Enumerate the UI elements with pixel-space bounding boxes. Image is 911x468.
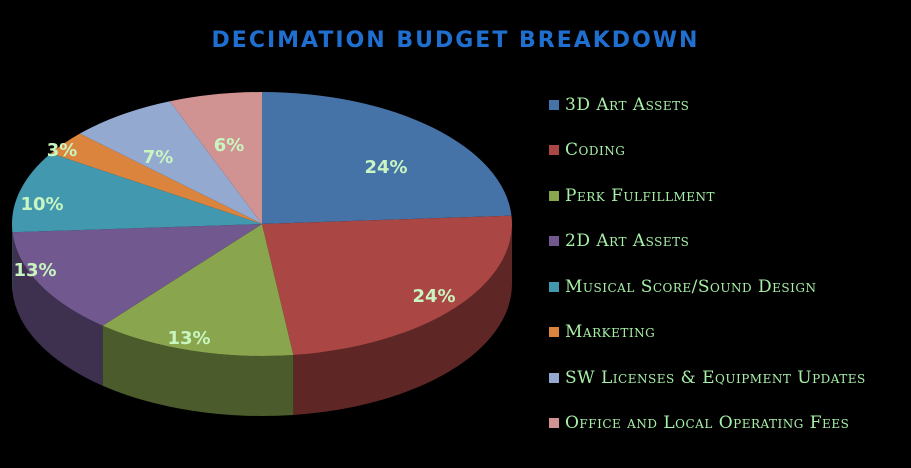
- pie-slice-4: [12, 153, 263, 233]
- data-label-7: 6%: [214, 135, 245, 156]
- data-label-4: 10%: [20, 194, 63, 215]
- data-label-3: 13%: [13, 260, 56, 281]
- pie-side-1: [293, 224, 512, 415]
- pie-slice-6: [79, 101, 262, 224]
- legend-item-perk-fulfillment: Perk Fulfillment: [549, 184, 715, 208]
- data-labels: 24% 24% 13% 13% 10% 3% 7% 6%: [13, 135, 455, 349]
- pie-side-2: [102, 325, 294, 416]
- legend-swatch: [549, 373, 559, 383]
- legend-item-marketing: Marketing: [549, 320, 655, 344]
- legend-swatch: [549, 100, 559, 110]
- pie-slice-3: [12, 224, 263, 326]
- data-label-6: 7%: [143, 147, 174, 168]
- pie-side-3: [12, 232, 103, 386]
- legend-item-musical-score: Musical Score/Sound Design: [549, 275, 816, 299]
- legend-item-3d-art-assets: 3D Art Assets: [549, 93, 689, 117]
- chart-title: Decimation Budget Breakdown: [211, 28, 700, 53]
- pie-slice-2: [102, 224, 294, 357]
- data-label-0: 24%: [364, 157, 407, 178]
- legend-item-2d-art-assets: 2D Art Assets: [549, 229, 689, 253]
- data-label-5: 3%: [47, 140, 78, 161]
- data-label-1: 24%: [412, 286, 455, 307]
- pie-slice-0: [262, 92, 512, 224]
- pie-sides: [12, 224, 512, 416]
- legend-swatch: [549, 327, 559, 337]
- legend-swatch: [549, 145, 559, 155]
- pie-slice-5: [50, 133, 263, 224]
- pie-slice-7: [169, 92, 262, 224]
- data-label-2: 13%: [167, 328, 210, 349]
- legend-swatch: [549, 282, 559, 292]
- legend-item-coding: Coding: [549, 138, 625, 162]
- pie-slice-1: [262, 215, 512, 355]
- legend-item-office-fees: Office and Local Operating Fees: [549, 411, 849, 435]
- legend-swatch: [549, 191, 559, 201]
- legend-swatch: [549, 236, 559, 246]
- legend-swatch: [549, 418, 559, 428]
- pie-slices: [12, 92, 512, 357]
- legend-item-sw-licenses: SW Licenses & Equipment Updates: [549, 366, 866, 390]
